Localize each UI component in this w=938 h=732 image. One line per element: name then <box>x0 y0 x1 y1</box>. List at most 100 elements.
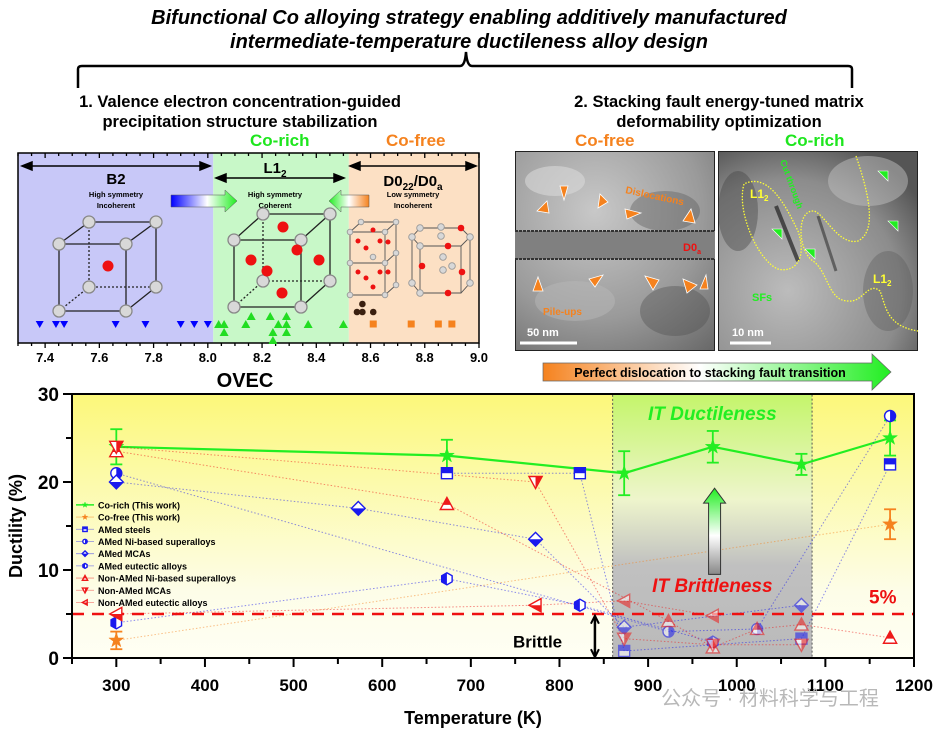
marker-non-amed-ni-based-superalloys <box>793 616 810 631</box>
ovec-point-l12-alloys <box>303 320 313 328</box>
x-tick-label: 600 <box>368 676 396 695</box>
ovec-point-l12-alloys <box>268 336 278 344</box>
marker-co-rich-this-work <box>438 446 456 463</box>
marker-amed-mcas <box>350 500 367 517</box>
ovec-tick-label: 8.0 <box>199 350 217 365</box>
marker-non-amed-mcas <box>527 475 544 491</box>
legend-item-amed-ni-based-superalloys: AMed Ni-based superalloys <box>76 537 216 547</box>
section1-title-line2: precipitation structure stabilization <box>102 113 378 131</box>
marker-non-amed-mcas <box>793 638 810 653</box>
figure-title-line1: Bifunctional Co alloying strategy enabli… <box>151 7 787 29</box>
marker-amed-ni-based-superalloys <box>662 625 675 638</box>
transition-arrow: Perfect dislocation to stacking fault tr… <box>542 353 892 391</box>
marker-amed-steels <box>883 458 897 471</box>
d0-to-l12-arrow <box>328 189 370 213</box>
marker-non-amed-mcas <box>705 638 721 653</box>
marker-amed-mcas <box>108 474 125 490</box>
marker-non-amed-eutectic-alloys <box>704 607 720 624</box>
brittle-arrow-head-up <box>590 613 600 625</box>
legend-label: AMed Ni-based superalloys <box>98 537 216 547</box>
ovec-point-b2-alloys <box>35 321 44 328</box>
region-b2-desc2: Incoherent <box>97 201 136 210</box>
scale-label-10nm: 10 nm <box>732 327 764 339</box>
legend-marker-non-amed-ni-based-superalloys <box>81 573 89 581</box>
region-l12-desc1: High symmetry <box>248 190 303 199</box>
line-co-free-this-work <box>116 523 891 641</box>
region-l12-label: L12 <box>263 160 287 180</box>
ovec-point-l12-alloys <box>273 320 283 328</box>
region-d0-desc2: Incoherent <box>394 201 433 210</box>
x-tick-label: 1000 <box>718 676 756 695</box>
section2-co-rich-label: Co-rich <box>785 131 845 150</box>
marker-amed-mcas <box>527 531 544 548</box>
legend-label: Non-AMed eutectic alloys <box>98 598 208 608</box>
marker-non-amed-eutectic-alloys <box>527 597 542 613</box>
tem-image-co-free: Dislocations D0a Pile-ups 50 nm <box>515 151 715 351</box>
marker-co-rich-this-work <box>615 464 633 481</box>
x-tick-label: 1200 <box>895 676 933 695</box>
it-ductileness-label: IT Ductileness <box>648 404 777 425</box>
pileups-label: Pile-ups <box>543 307 582 318</box>
ovec-point-d0a-alloys <box>369 320 377 328</box>
section2-title-line2: deformability optimization <box>616 113 822 131</box>
legend-item-non-amed-ni-based-superalloys: Non-AMed Ni-based superalloys <box>76 574 236 584</box>
y-tick-label: 0 <box>48 649 59 670</box>
ovec-tick-label: 7.4 <box>36 350 55 365</box>
ovec-point-d0a-alloys <box>407 320 415 328</box>
ovec-tick-label: 8.6 <box>361 350 379 365</box>
axes: 300 400 500 600 700 800 900 1000 1100 1200 0 10 20 30 <box>38 385 933 695</box>
d022-unit-cell-icon <box>346 218 400 299</box>
l12-label-1: L12 <box>750 187 769 203</box>
ovec-point-l12-alloys <box>241 320 251 328</box>
ovec-point-l12-alloys <box>338 320 348 328</box>
ovec-point-b2-alloys <box>176 321 185 328</box>
ovec-point-b2-alloys <box>190 321 199 328</box>
legend-item-amed-eutectic-alloys: AMed eutectic alloys <box>76 561 187 571</box>
legend-label: AMed MCAs <box>98 549 151 559</box>
region-d0-desc1: Low symmetry <box>387 190 440 199</box>
transition-label: Perfect dislocation to stacking fault tr… <box>574 366 846 380</box>
line-amed-mcas <box>116 481 802 628</box>
b2-unit-cell-icon <box>52 215 163 318</box>
line-amed-ni-based-superalloys <box>116 415 891 633</box>
stacking-fault-markers <box>771 170 899 260</box>
marker-non-amed-mcas <box>616 632 632 647</box>
d0a-label: D0a <box>683 242 701 256</box>
legend-marker-co-rich-this-work <box>81 501 89 508</box>
ovec-point-d022-alloys <box>353 308 361 316</box>
legend-marker-amed-steels <box>82 526 88 533</box>
b2-to-l12-arrow <box>170 189 238 213</box>
x-tick-label: 500 <box>279 676 307 695</box>
marker-amed-eutectic-alloys <box>573 598 586 613</box>
marker-non-amed-eutectic-alloys <box>108 606 123 622</box>
legend-marker-amed-eutectic-alloys <box>82 562 88 570</box>
ovec-axis-label: OVEC <box>217 370 274 390</box>
x-tick-label: 700 <box>457 676 485 695</box>
ovec-point-d022-alloys <box>359 308 366 316</box>
ovec-point-l12-alloys <box>219 320 229 328</box>
overall-brace <box>76 51 854 88</box>
section2-title-line1: 2. Stacking fault energy-tuned matrix <box>574 93 864 111</box>
ovec-tick-label: 8.4 <box>307 350 326 365</box>
legend: Co-rich (This work) Co-free (This work) AM… <box>76 500 236 608</box>
line-co-rich-this-work <box>116 436 891 475</box>
ovec-point-l12-alloys <box>265 312 275 320</box>
brittle-label: Brittle <box>513 632 562 651</box>
marker-non-amed-ni-based-superalloys <box>439 495 455 511</box>
region-b2-desc1: High symmetry <box>89 190 144 199</box>
ovec-tick-labels: 7.4 7.6 7.8 8.0 8.2 8.4 8.6 8.8 9.0 <box>36 350 488 365</box>
marker-amed-steels <box>617 644 631 658</box>
legend-label: AMed steels <box>98 525 151 535</box>
region-l12-desc2: Coherent <box>259 201 292 210</box>
d0a-unit-cell-icon <box>408 223 474 297</box>
y-axis-label: Ductility (%) <box>6 474 26 578</box>
legend-item-non-amed-eutectic-alloys: Non-AMed eutectic alloys <box>76 598 208 608</box>
legend-item-co-rich-this-work: Co-rich (This work) <box>76 500 180 510</box>
marker-non-amed-mcas <box>108 440 125 455</box>
ovec-point-b2-alloys <box>51 321 60 328</box>
y-tick-label: 10 <box>38 561 59 582</box>
ovec-ticks <box>17 153 480 348</box>
marker-amed-mcas <box>793 597 810 614</box>
ovec-tick-label: 9.0 <box>470 350 488 365</box>
x-tick-label: 1100 <box>807 676 844 695</box>
